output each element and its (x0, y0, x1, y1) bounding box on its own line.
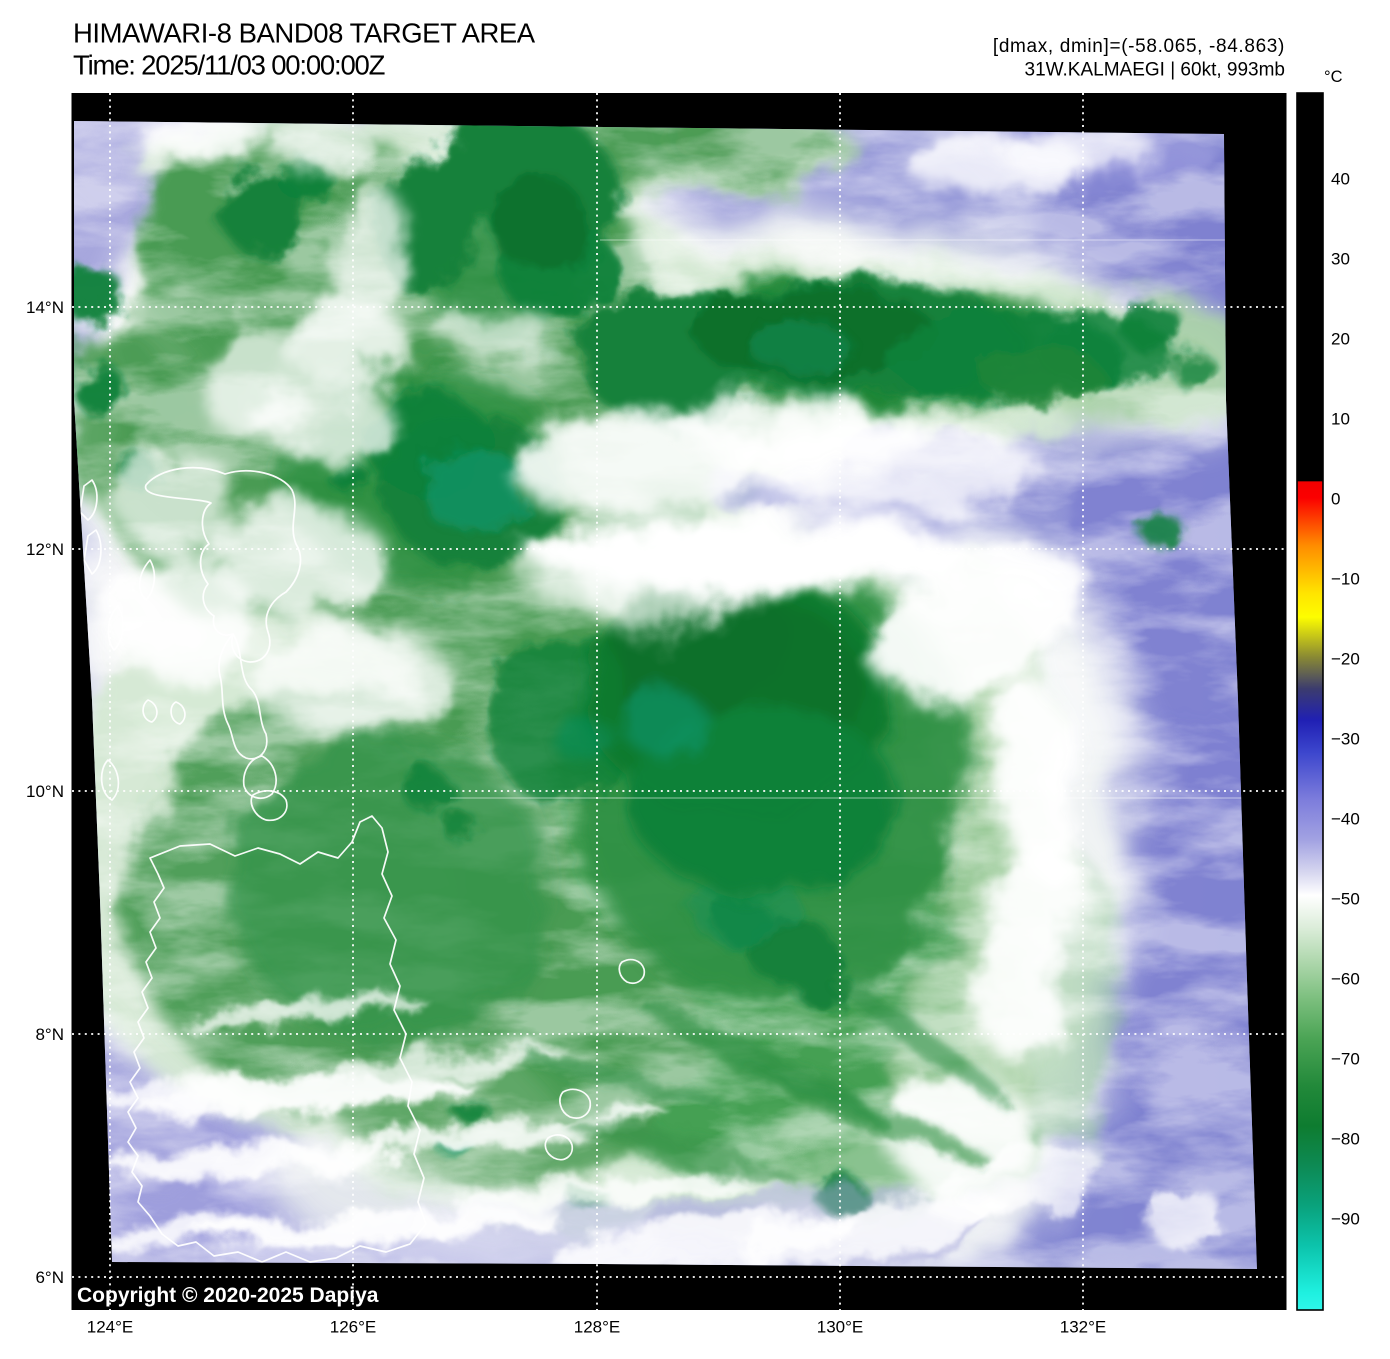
svg-text:0: 0 (1331, 490, 1340, 509)
svg-text:30: 30 (1331, 250, 1350, 269)
svg-text:−40: −40 (1331, 810, 1360, 829)
svg-text:10°N: 10°N (26, 782, 64, 801)
svg-text:14°N: 14°N (26, 298, 64, 317)
svg-text:−60: −60 (1331, 970, 1360, 989)
svg-text:132°E: 132°E (1060, 1318, 1107, 1337)
svg-text:−10: −10 (1331, 570, 1360, 589)
svg-text:31W.KALMAEGI | 60kt, 993mb: 31W.KALMAEGI | 60kt, 993mb (1025, 60, 1286, 81)
svg-text:130°E: 130°E (817, 1318, 864, 1337)
svg-text:−30: −30 (1331, 730, 1360, 749)
svg-text:[dmax, dmin]=(-58.065, -84.863: [dmax, dmin]=(-58.065, -84.863) (993, 36, 1285, 57)
svg-text:−50: −50 (1331, 890, 1360, 909)
svg-text:126°E: 126°E (330, 1318, 377, 1337)
svg-text:40: 40 (1331, 170, 1350, 189)
svg-text:6°N: 6°N (35, 1268, 64, 1287)
svg-text:°C: °C (1324, 68, 1343, 86)
svg-text:−90: −90 (1331, 1210, 1360, 1229)
svg-text:−70: −70 (1331, 1050, 1360, 1069)
svg-text:124°E: 124°E (87, 1318, 134, 1337)
svg-text:12°N: 12°N (26, 540, 64, 559)
svg-text:−20: −20 (1331, 650, 1360, 669)
svg-text:10: 10 (1331, 410, 1350, 429)
svg-text:−80: −80 (1331, 1130, 1360, 1149)
svg-text:Copyright © 2020-2025 Dapiya: Copyright © 2020-2025 Dapiya (77, 1284, 379, 1307)
svg-text:Time: 2025/11/03 00:00:00Z: Time: 2025/11/03 00:00:00Z (73, 50, 385, 81)
svg-text:8°N: 8°N (35, 1025, 64, 1044)
svg-text:HIMAWARI-8 BAND08 TARGET AREA: HIMAWARI-8 BAND08 TARGET AREA (73, 18, 536, 49)
svg-text:128°E: 128°E (574, 1318, 621, 1337)
svg-text:20: 20 (1331, 330, 1350, 349)
